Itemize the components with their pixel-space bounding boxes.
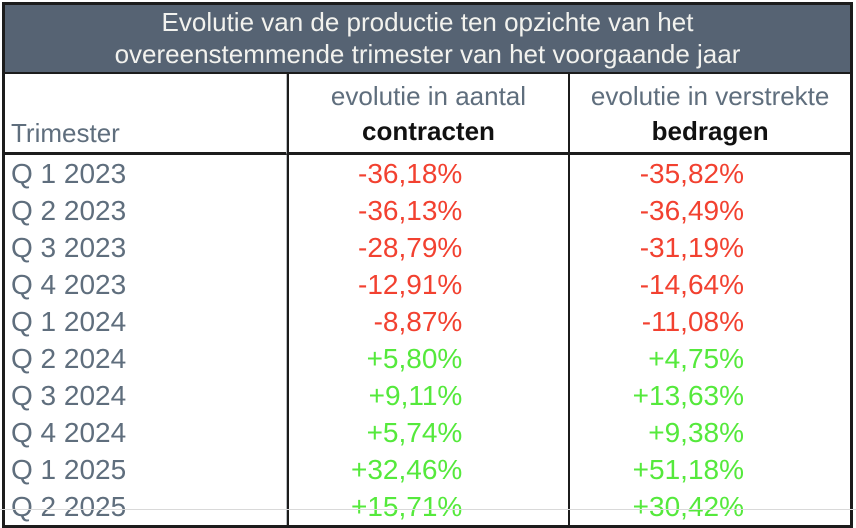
table-row: Q 4 2024 +5,74% +9,38% (5, 414, 850, 451)
column-header-amounts: evolutie in verstrekte bedragen (568, 74, 850, 155)
table-row: Q 1 2024 -8,87% -11,08% (5, 303, 850, 340)
column-header-amounts-line1: evolutie in verstrekte (590, 81, 830, 111)
table-row: Q 2 2023 -36,13% -36,49% (5, 192, 850, 229)
table-row: Q 3 2023 -28,79% -31,19% (5, 229, 850, 266)
column-header-row: Trimester evolutie in aantal contracten … (5, 74, 850, 155)
column-header-contracts-line1: evolutie in aantal (330, 81, 527, 111)
table-row: Q 1 2023 -36,18% -35,82% (5, 155, 850, 192)
row-label-cell: Q 4 2024 (5, 414, 287, 451)
table-row: Q 4 2023 -12,91% -14,64% (5, 266, 850, 303)
table-title-line2: overeenstemmende trimester van het voorg… (114, 39, 741, 69)
table-title: Evolutie van de productie ten opzichte v… (5, 5, 850, 74)
column-header-contracts-line2: contracten (362, 116, 495, 146)
column-header-contracts: evolutie in aantal contracten (286, 74, 569, 155)
table-row: Q 2 2024 +5,80% +4,75% (5, 340, 850, 377)
spreadsheet-gridline (0, 509, 856, 510)
contracts-value-cell: +9,11% (286, 377, 569, 414)
amounts-value-cell: +30,42% (568, 488, 850, 525)
amounts-value-cell: +4,75% (568, 340, 850, 377)
amounts-value-cell: +9,38% (568, 414, 850, 451)
row-label-cell: Q 2 2023 (5, 192, 287, 229)
amounts-value-cell: +51,18% (568, 451, 850, 488)
contracts-value-cell: -36,13% (286, 192, 569, 229)
row-label-cell: Q 2 2024 (5, 340, 287, 377)
amounts-value-cell: -14,64% (568, 266, 850, 303)
amounts-value-cell: -35,82% (568, 155, 850, 192)
row-label-cell: Q 3 2023 (5, 229, 287, 266)
contracts-value-cell: +5,80% (286, 340, 569, 377)
table-row: Q 1 2025 +32,46% +51,18% (5, 451, 850, 488)
contracts-value-cell: -36,18% (286, 155, 569, 192)
contracts-value-cell: -28,79% (286, 229, 569, 266)
amounts-value-cell: -11,08% (568, 303, 850, 340)
contracts-value-cell: +32,46% (286, 451, 569, 488)
title-row: Evolutie van de productie ten opzichte v… (5, 5, 850, 74)
table-row: Q 3 2024 +9,11% +13,63% (5, 377, 850, 414)
table-body: Q 1 2023 -36,18% -35,82% Q 2 2023 -36,13… (5, 155, 850, 525)
column-header-amounts-line2: bedragen (651, 116, 769, 146)
row-label-cell: Q 1 2023 (5, 155, 287, 192)
contracts-value-cell: -8,87% (286, 303, 569, 340)
column-header-trimester: Trimester (5, 74, 287, 155)
amounts-value-cell: +13,63% (568, 377, 850, 414)
contracts-value-cell: +5,74% (286, 414, 569, 451)
contracts-value-cell: +15,71% (286, 488, 569, 525)
amounts-value-cell: -31,19% (568, 229, 850, 266)
row-label-cell: Q 1 2025 (5, 451, 287, 488)
table-title-line1: Evolutie van de productie ten opzichte v… (161, 7, 694, 37)
table-row: Q 2 2025 +15,71% +30,42% (5, 488, 850, 525)
row-label-cell: Q 1 2024 (5, 303, 287, 340)
amounts-value-cell: -36,49% (568, 192, 850, 229)
row-label-cell: Q 4 2023 (5, 266, 287, 303)
contracts-value-cell: -12,91% (286, 266, 569, 303)
report-table: Evolutie van de productie ten opzichte v… (5, 5, 850, 525)
row-label-cell: Q 3 2024 (5, 377, 287, 414)
row-label-cell: Q 2 2025 (5, 488, 287, 525)
